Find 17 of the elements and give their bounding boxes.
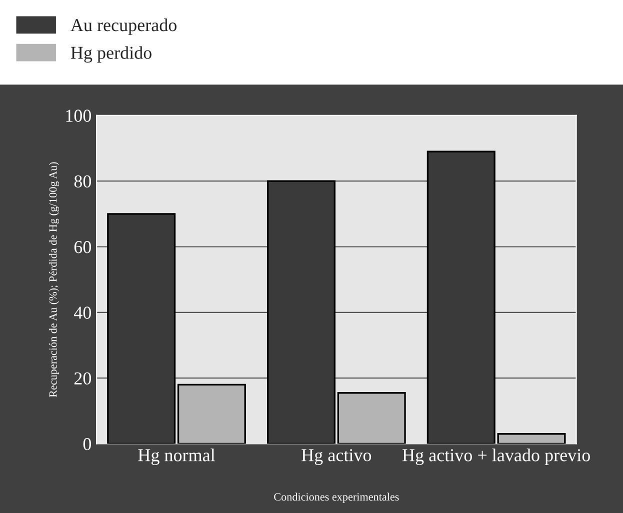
y-tick-label: 0 [83,438,92,450]
x-tick-label: Hg activo + lavado previo [402,448,590,466]
y-tick-label: 20 [74,372,92,385]
bar [177,384,246,444]
bar [337,392,406,444]
y-tick-label: 100 [66,110,92,122]
x-tick-label: Hg activo [302,449,372,465]
legend-label: Au recuperado [70,18,176,35]
x-tick-label: Hg normal [138,448,216,466]
bar [266,180,336,444]
x-axis-title: Condiciones experimentales [274,492,399,503]
legend-label: Hg perdido [70,46,152,63]
y-axis-title: Recuperación de Au (%); Pérdida de Hg (g/100g Au) [48,162,60,398]
y-tick-label: 80 [74,175,92,188]
bar [107,213,176,444]
y-tick-label: 60 [74,241,92,254]
y-tick-label: 40 [74,306,92,319]
